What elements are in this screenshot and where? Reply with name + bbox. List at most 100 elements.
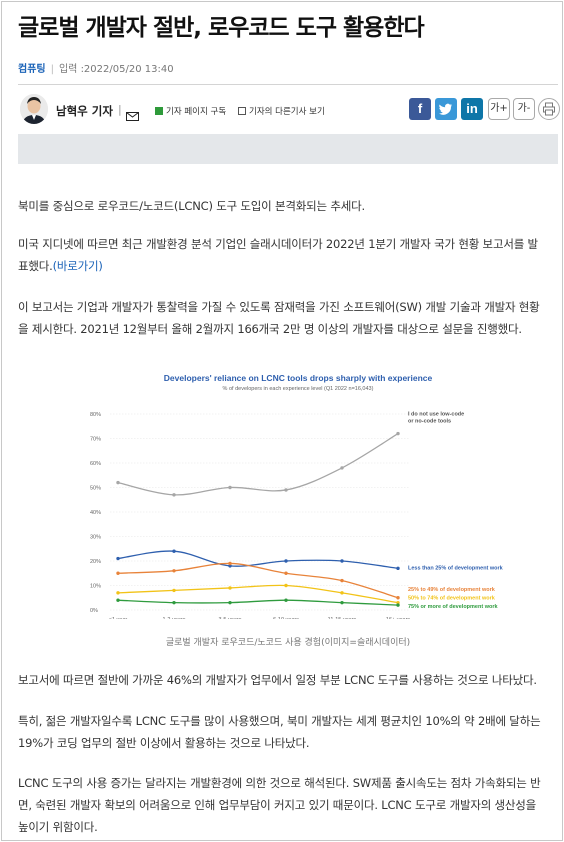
paragraph-4: 보고서에 따르면 절반에 가까운 46%의 개발자가 업무에서 일정 부분 LC… — [18, 673, 537, 687]
x-tick-label: <1 year — [109, 617, 128, 619]
other-articles-label: 기자의 다른기사 보기 — [249, 107, 325, 117]
chart-title: Developers' reliance on LCNC tools drops… — [164, 373, 433, 383]
y-tick-label: 30% — [90, 535, 101, 541]
data-point — [116, 591, 120, 595]
series-line — [117, 562, 399, 599]
series-label-line: I do not use low-code — [408, 412, 464, 418]
data-point — [340, 591, 344, 595]
series-label: Less than 25% of development work — [408, 565, 504, 571]
twitter-share-button[interactable] — [435, 98, 457, 120]
data-point — [172, 588, 176, 593]
paragraph-3-line-1: 이 보고서는 기업과 개발자가 통찰력을 가질 수 있도록 잠재력을 가진 소프… — [18, 300, 540, 314]
data-point — [284, 559, 288, 563]
data-point — [284, 598, 288, 602]
y-tick-label: 60% — [90, 461, 101, 467]
facebook-share-button[interactable]: f — [409, 98, 431, 120]
print-button[interactable] — [538, 98, 560, 120]
data-point — [396, 600, 400, 605]
category-link[interactable]: 컴퓨팅 — [18, 64, 46, 75]
chart-subtitle: % of developers in each experience level… — [223, 386, 374, 392]
paragraph-6-line-3: 높이기 위함이다. — [18, 820, 98, 834]
shortcut-link[interactable]: (바로가기) — [52, 259, 103, 273]
series-label: 50% to 74% of development work — [408, 596, 496, 602]
series-label: 75% or more of development work — [408, 604, 498, 610]
data-point — [284, 583, 288, 588]
data-point — [228, 586, 232, 590]
subscribe-label: 기자 페이지 구독 — [166, 107, 227, 117]
lcnc-chart: Developers' reliance on LCNC tools drops… — [78, 369, 518, 619]
data-point — [340, 466, 344, 470]
y-tick-label: 50% — [90, 486, 101, 492]
data-point — [340, 600, 344, 605]
series-line — [117, 599, 399, 606]
other-articles-link[interactable]: 기자의 다른기사 보기 — [238, 105, 325, 117]
data-point — [172, 600, 176, 605]
twitter-bird-icon — [439, 103, 452, 115]
author-bar: 남혁우 기자 | 기자 페이지 구독 기자의 다른기사 보기 f in 가+ 가… — [18, 92, 560, 130]
x-tick-label: 3-5 years — [219, 617, 242, 619]
author-divider: | — [118, 103, 122, 116]
plus-icon — [155, 107, 163, 115]
data-point — [116, 480, 120, 485]
document-icon — [238, 107, 246, 115]
font-decrease-button[interactable]: 가- — [513, 98, 535, 120]
divider — [18, 84, 558, 85]
paragraph-5-line-2: 19%가 코딩 업무의 절반 이상에서 활용하는 것으로 나타났다. — [18, 736, 310, 750]
x-tick-label: 1-2 years — [163, 617, 186, 619]
email-icon[interactable] — [126, 106, 139, 121]
x-tick-label: 16+ years — [386, 617, 411, 619]
data-point — [396, 596, 400, 600]
y-tick-label: 80% — [90, 412, 101, 418]
paragraph-2-line-1: 미국 지디넷에 따르면 최근 개발환경 분석 기업인 슬래시데이터가 2022년… — [18, 237, 538, 251]
series-label: I do not use low-code or no-code tools — [408, 412, 464, 425]
data-point — [116, 571, 120, 575]
font-increase-button[interactable]: 가+ — [488, 98, 510, 120]
meta-divider: | — [50, 64, 54, 75]
paragraph-6-line-2: 면, 숙련된 개발자 확보의 어려움으로 인해 업무부담이 커지고 있기 때문이… — [18, 798, 537, 812]
y-tick-label: 10% — [90, 584, 101, 590]
paragraph-2: 미국 지디넷에 따르면 최근 개발환경 분석 기업인 슬래시데이터가 2022년… — [18, 233, 558, 277]
chart-caption: 글로벌 개발자 로우코드/노코드 사용 경험(이미지=슬래시데이터) — [165, 638, 411, 648]
article-meta: 컴퓨팅 | 입력 :2022/05/20 13:40 — [18, 60, 174, 75]
x-tick-label: 6-10 years — [273, 617, 299, 619]
data-point — [340, 559, 344, 563]
data-point — [116, 598, 120, 602]
printer-icon — [543, 102, 555, 116]
series-line — [117, 550, 399, 569]
paragraph-1: 북미를 중심으로 로우코드/노코드(LCNC) 도구 도입이 본격화되는 추세다… — [18, 199, 365, 213]
paragraph-5: 특히, 젊은 개발자일수록 LCNC 도구를 많이 사용했으며, 북미 개발자는… — [18, 710, 558, 754]
series-label-line: or no-code tools — [408, 419, 451, 425]
paragraph-2-text: 표했다. — [18, 259, 53, 273]
data-point — [396, 431, 400, 436]
publish-date: 입력 :2022/05/20 13:40 — [58, 64, 174, 75]
data-point — [284, 488, 288, 492]
author-avatar[interactable] — [20, 94, 48, 124]
paragraph-5-line-1: 특히, 젊은 개발자일수록 LCNC 도구를 많이 사용했으며, 북미 개발자는… — [18, 714, 541, 728]
x-tick-label: 11-15 years — [328, 617, 357, 619]
data-point — [396, 603, 400, 607]
series-line — [117, 433, 399, 496]
data-point — [284, 571, 288, 575]
data-point — [116, 556, 120, 561]
data-point — [228, 564, 232, 568]
y-tick-label: 40% — [90, 510, 101, 516]
data-point — [396, 566, 400, 571]
series-label: 25% to 49% of development work — [408, 587, 496, 593]
data-point — [172, 569, 176, 573]
article-title: 글로벌 개발자 절반, 로우코드 도구 활용한다 — [18, 15, 425, 41]
linkedin-share-button[interactable]: in — [461, 98, 483, 120]
paragraph-3-line-2: 을 제시한다. 2021년 12월부터 올해 2월까지 166개국 2만 명 이… — [18, 322, 522, 336]
ad-banner-placeholder — [18, 134, 558, 164]
line-chart: Developers' reliance on LCNC tools drops… — [90, 373, 504, 619]
data-point — [172, 549, 176, 553]
data-point — [172, 493, 176, 497]
paragraph-6-line-1: LCNC 도구의 사용 증가는 달라지는 개발환경에 의한 것으로 해석된다. … — [18, 776, 541, 790]
author-name[interactable]: 남혁우 기자 — [56, 104, 113, 118]
y-tick-label: 0% — [90, 608, 98, 614]
subscribe-reporter-link[interactable]: 기자 페이지 구독 — [155, 105, 226, 117]
y-tick-label: 70% — [90, 437, 101, 443]
y-tick-label: 20% — [90, 559, 101, 565]
data-point — [228, 485, 232, 490]
paragraph-3: 이 보고서는 기업과 개발자가 통찰력을 가질 수 있도록 잠재력을 가진 소프… — [18, 296, 558, 340]
